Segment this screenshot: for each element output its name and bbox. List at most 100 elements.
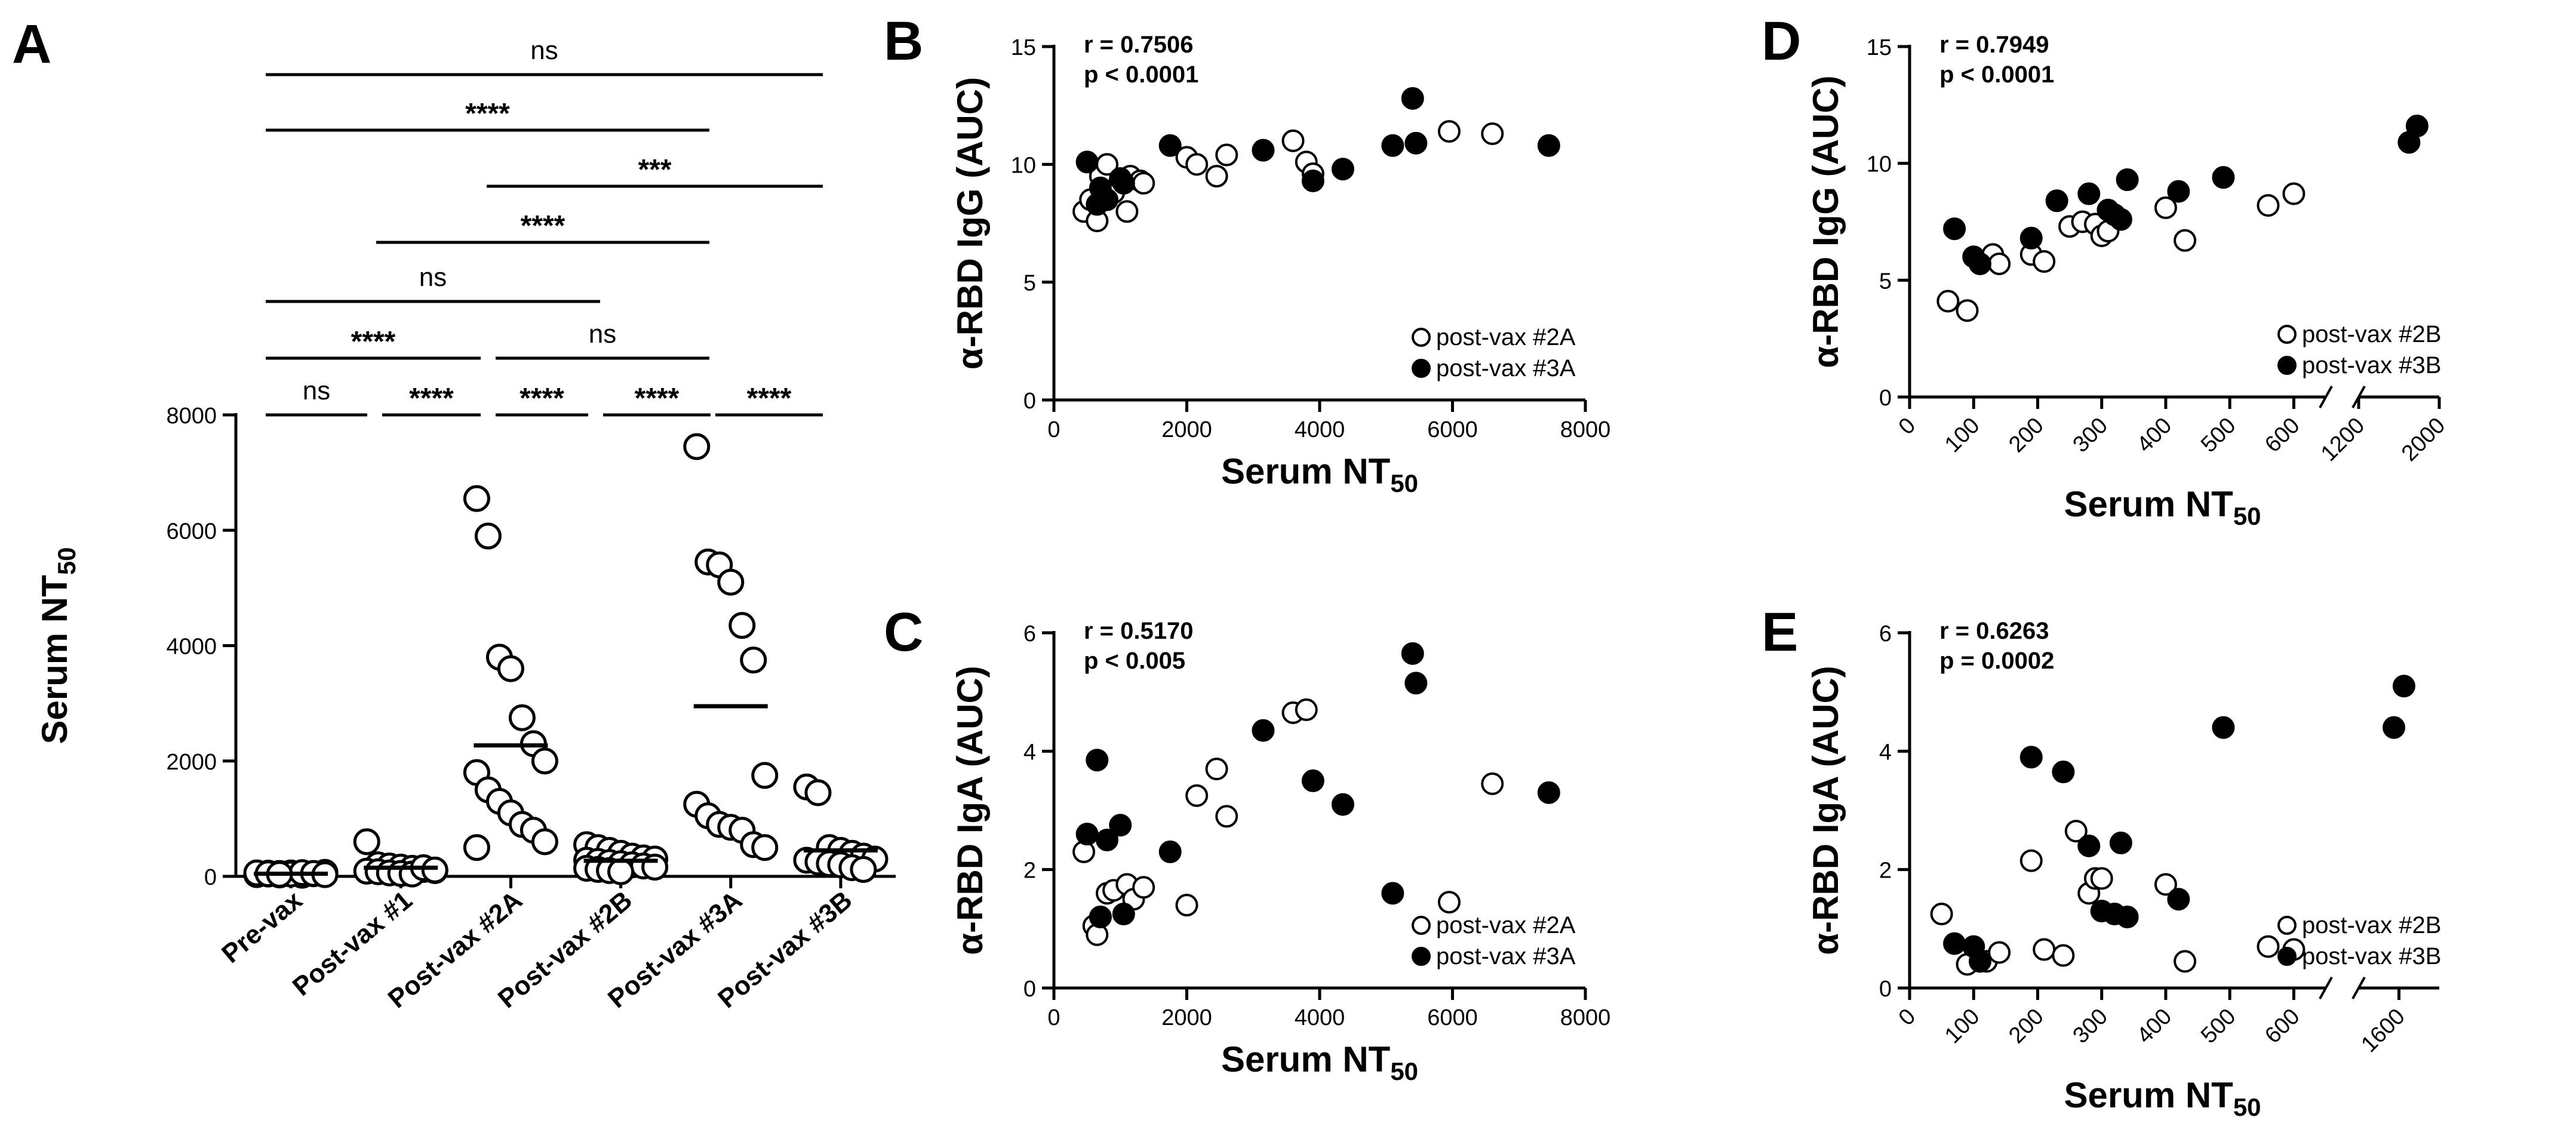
filled-point [1252, 719, 1275, 742]
filled-point [1537, 134, 1560, 157]
legend-label: post-vax #2A [1436, 324, 1576, 350]
data-point [728, 612, 756, 639]
filled-point [1401, 642, 1424, 665]
open-point [2033, 938, 2056, 961]
filled-point [2383, 716, 2406, 739]
legend-marker [2277, 325, 2297, 344]
filled-point [2109, 208, 2132, 231]
significance-label: *** [638, 154, 671, 186]
filled-point [2077, 835, 2101, 857]
data-point [607, 858, 635, 885]
filled-point [2405, 115, 2429, 138]
x-tick-label-b: 8000 [1560, 417, 1611, 442]
filled-point [2052, 761, 2075, 784]
x-axis-title-c: Serum NT50 [1221, 1039, 1418, 1085]
filled-point [1112, 171, 1135, 195]
filled-point [2019, 746, 2043, 769]
filled-point [2077, 182, 2101, 205]
y-tick-label-c: 4 [1023, 740, 1036, 765]
panel-letter-e: E [1762, 602, 1798, 663]
x-tick-label-e: 500 [2196, 1004, 2241, 1049]
y-tick-label-a: 4000 [166, 635, 217, 660]
open-point [2064, 820, 2088, 843]
open-point [1481, 122, 1504, 146]
filled-point [1404, 131, 1428, 155]
open-point [1185, 784, 1209, 807]
x-axis-title-b: Serum NT50 [1221, 451, 1418, 497]
filled-point [1086, 749, 1109, 772]
legend-marker [2277, 916, 2297, 935]
open-point [1930, 903, 1953, 926]
open-point [2019, 849, 2043, 872]
open-point [2154, 873, 2177, 896]
x-tick-label-e: 200 [2004, 1004, 2049, 1049]
open-point [1132, 171, 1155, 195]
axis-break-e [2351, 977, 2366, 999]
x-tick-label-d: 300 [2068, 413, 2113, 458]
data-point [508, 704, 536, 731]
correlation-r-c: r = 0.5170 [1084, 618, 1194, 644]
correlation-r-d: r = 0.7949 [1939, 32, 2049, 58]
x-axis-title-d: Serum NT50 [2064, 484, 2261, 530]
data-point [531, 828, 558, 855]
filled-point [2392, 675, 2415, 698]
open-point [2174, 950, 2197, 973]
x-tick-label-d: 500 [2196, 413, 2241, 458]
x-tick-label-c: 2000 [1161, 1005, 1212, 1030]
x-tick-label-d: 0 [1894, 413, 1921, 440]
significance-label: **** [747, 383, 792, 414]
y-tick-label-e: 2 [1879, 858, 1892, 884]
correlation-r-e: r = 0.6263 [1939, 618, 2049, 644]
filled-point [1112, 903, 1135, 926]
open-point [1437, 891, 1461, 914]
category-label: Pre-vax [216, 885, 308, 969]
data-point [474, 522, 502, 550]
x-axis-title-e: Serum NT50 [2064, 1075, 2261, 1121]
legend-label: post-vax #2A [1436, 912, 1576, 938]
data-point [531, 747, 558, 775]
open-point [1205, 758, 1228, 781]
y-tick-label-d: 10 [1867, 152, 1892, 177]
filled-point [1089, 906, 1112, 928]
data-point [463, 834, 490, 861]
filled-point [1301, 169, 1324, 192]
p-value-c: p < 0.005 [1084, 648, 1185, 674]
filled-point [1158, 840, 1182, 863]
filled-point [2167, 180, 2190, 203]
legend-label: post-vax #2B [2302, 321, 2441, 347]
legend-label: post-vax #3A [1436, 355, 1576, 381]
open-point [2090, 867, 2113, 890]
axis-break-d [2319, 386, 2333, 408]
p-value-b: p < 0.0001 [1084, 61, 1198, 88]
filled-point [2212, 716, 2235, 739]
data-point [421, 856, 448, 884]
y-axis-title-e: α-RBD IgA (AUC) [1806, 666, 1846, 955]
significance-label: ns [589, 319, 616, 349]
x-tick-label-c: 4000 [1295, 1005, 1345, 1030]
data-point [751, 834, 779, 861]
x-tick-label-d: 2000 [2397, 413, 2450, 466]
data-point [463, 485, 490, 512]
filled-point [1401, 87, 1424, 110]
x-tick-label-e: 1600 [2356, 1004, 2409, 1057]
panel-letter-c: C [884, 602, 923, 663]
filled-point [2116, 168, 2139, 192]
x-tick-label-d: 400 [2132, 413, 2177, 458]
filled-point [2116, 906, 2139, 928]
open-point [2257, 935, 2280, 958]
filled-point [1075, 150, 1099, 174]
x-tick-label-c: 8000 [1560, 1005, 1611, 1030]
open-point [1956, 299, 1979, 322]
y-tick-label-d: 15 [1867, 35, 1892, 60]
open-point [1175, 894, 1198, 917]
open-point [1281, 129, 1305, 152]
significance-label: **** [519, 383, 564, 414]
legend-marker [1412, 947, 1431, 966]
legend-marker [1412, 359, 1431, 378]
x-tick-label-d: 100 [1940, 413, 1985, 458]
y-tick-label-c: 6 [1023, 621, 1036, 647]
open-point [1437, 120, 1461, 143]
legend-marker [2277, 356, 2297, 375]
axis-break-e [2319, 977, 2333, 999]
